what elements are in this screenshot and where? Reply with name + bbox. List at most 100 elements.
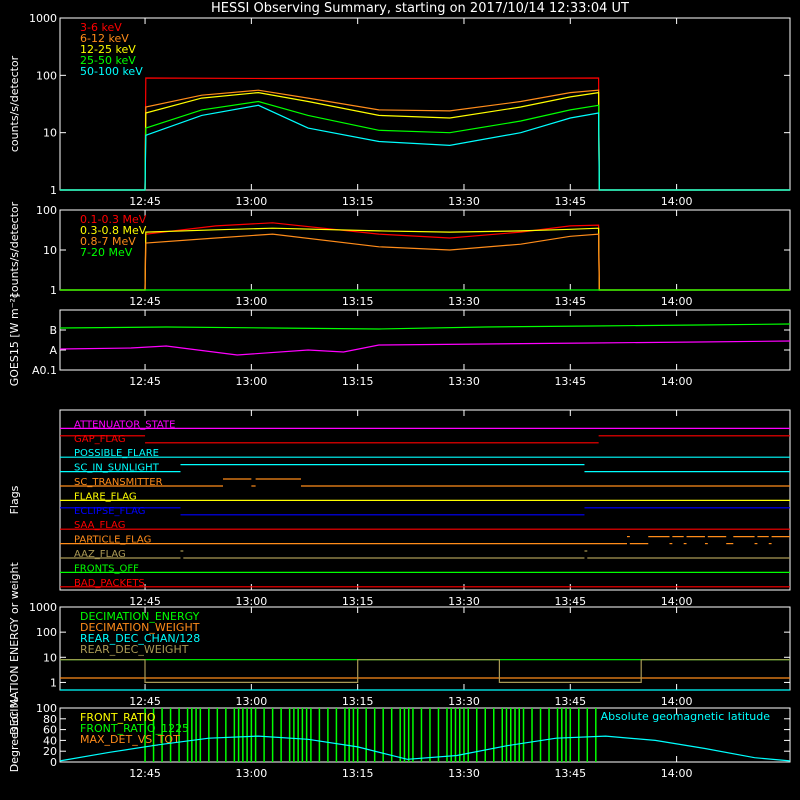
legend-entry: DECIMATION_WEIGHT — [80, 621, 200, 634]
series-line — [60, 100, 790, 191]
legend-entry: 3-6 keV — [80, 21, 122, 34]
legend-entry: 6-12 keV — [80, 32, 129, 45]
flag-label: ECLIPSE_FLAG — [74, 506, 145, 517]
chart-title: HESSI Observing Summary, starting on 201… — [211, 1, 629, 16]
y-tick-label: 60 — [43, 724, 57, 737]
x-tick-label: 13:45 — [554, 295, 586, 308]
x-tick-label: 13:30 — [448, 295, 480, 308]
series-line — [60, 659, 790, 684]
x-tick-label: 12:45 — [129, 767, 161, 780]
x-tick-label: 13:30 — [448, 767, 480, 780]
x-tick-label: 13:45 — [554, 375, 586, 388]
x-tick-label: 13:00 — [236, 375, 268, 388]
x-tick-label: 13:15 — [342, 375, 374, 388]
series-line — [60, 233, 790, 291]
y-tick-label: 10 — [43, 127, 57, 140]
y-tick-label: 1 — [50, 676, 57, 689]
series-line — [59, 323, 791, 330]
y-tick-label: 0 — [50, 756, 57, 769]
x-tick-label: 14:00 — [661, 195, 693, 208]
y-axis-label: Degrees or % — [8, 698, 21, 772]
ratio-panel: 12:45 13:00 13:15 13:30 13:45 14:000204060801… — [8, 698, 791, 780]
y-tick-label: A — [49, 344, 57, 357]
plot-frame — [59, 309, 791, 371]
x-tick-label: 13:15 — [342, 767, 374, 780]
flag-label: AAZ_FLAG — [74, 549, 126, 560]
plot-frame — [59, 17, 791, 191]
legend-entry: 0.3-0.8 MeV — [80, 224, 147, 237]
series-line — [60, 222, 790, 291]
y-axis-label: counts/s/detector — [8, 201, 21, 298]
plot-frame — [59, 707, 791, 763]
x-tick-label: 13:30 — [448, 595, 480, 608]
flag-label: BAD_PACKETS — [74, 578, 145, 589]
x-tick-label: 13:45 — [554, 195, 586, 208]
series-line — [60, 104, 790, 191]
x-tick-label: 12:45 — [129, 195, 161, 208]
legend-entry: DECIMATION_ENERGY — [80, 610, 200, 623]
x-tick-label: 13:30 — [448, 195, 480, 208]
y-tick-label: 1 — [50, 184, 57, 197]
y-tick-label: B — [49, 324, 57, 337]
x-tick-label: 12:45 — [129, 695, 161, 708]
y-tick-label: 1000 — [29, 12, 57, 25]
legend-entry: 0.8-7 MeV — [80, 235, 136, 248]
x-tick-label: 12:45 — [129, 595, 161, 608]
x-tick-label: 12:45 — [129, 375, 161, 388]
legend-entry: 50-100 keV — [80, 65, 143, 78]
y-tick-label: 100 — [36, 204, 57, 217]
x-tick-label: 13:00 — [236, 195, 268, 208]
x-tick-label: 13:00 — [236, 767, 268, 780]
y-axis-label: Flags — [8, 485, 21, 514]
series-line — [60, 227, 790, 291]
legend-entry: 12-25 keV — [80, 43, 136, 56]
x-tick-label: 13:00 — [236, 695, 268, 708]
y-axis-label: GOES15 [W m⁻²] — [8, 294, 21, 387]
series-line — [59, 340, 791, 356]
y-tick-label: 100 — [36, 626, 57, 639]
x-tick-label: 13:30 — [448, 695, 480, 708]
legend-entry: FRONT_RATIO_1225 — [80, 722, 189, 735]
x-tick-label: 14:00 — [661, 375, 693, 388]
y-tick-label: 1 — [50, 284, 57, 297]
flag-label: SAA_FLAG — [74, 520, 125, 531]
flag-label: POSSIBLE_FLARE — [74, 448, 159, 459]
flag-label: SC_IN_SUNLIGHT — [74, 463, 160, 474]
flag-label: GAP_FLAG — [74, 434, 126, 445]
series-line — [60, 91, 790, 191]
x-tick-label: 13:45 — [554, 595, 586, 608]
y-tick-label: 20 — [43, 745, 57, 758]
legend-entry: 0.1-0.3 MeV — [80, 213, 147, 226]
series-line — [60, 89, 790, 191]
x-tick-label: 13:00 — [236, 595, 268, 608]
series-line — [59, 735, 791, 762]
decimation-panel: 12:45 13:00 13:15 13:30 13:45 14:00 1 10 100 1000… — [8, 561, 791, 735]
legend-entry: FRONT_RATIO — [80, 711, 156, 724]
goes-panel: 12:45 13:00 13:15 13:30 13:45 14:00 A0.1 AB GOES… — [8, 294, 791, 388]
flag-label: SC_TRANSMITTER — [74, 477, 163, 488]
y-axis-label: counts/s/detector — [8, 55, 21, 152]
x-tick-label: 13:45 — [554, 767, 586, 780]
x-tick-label: 14:00 — [661, 695, 693, 708]
y-tick-label: 80 — [43, 713, 57, 726]
y-tick-label: 40 — [43, 734, 57, 747]
x-tick-label: 13:00 — [236, 295, 268, 308]
flags-panel: 12:45 13:00 13:15 13:30 13:45 14:00 Flags ATTEN… — [8, 409, 791, 608]
y-axis-label: DECIMATION ENERGY or weight — [8, 561, 21, 734]
flag-label: ATTENUATOR_STATE — [74, 419, 175, 430]
legend-entry: MAX_DET_VS_TOT — [80, 733, 180, 746]
y-tick-label: 10 — [43, 651, 57, 664]
flag-label: PARTICLE_FLAG — [74, 535, 151, 546]
right-label: Absolute geomagnetic latitude — [601, 710, 771, 723]
legend-entry: 7-20 MeV — [80, 246, 133, 259]
legend-entry: 25-50 keV — [80, 54, 136, 67]
x-tick-label: 14:00 — [661, 295, 693, 308]
y-tick-label: A0.1 — [32, 364, 57, 377]
y-tick-label: 1000 — [29, 601, 57, 614]
x-tick-label: 13:45 — [554, 695, 586, 708]
y-tick-label: 100 — [36, 702, 57, 715]
x-tick-label: 13:15 — [342, 695, 374, 708]
plot-frame — [59, 209, 791, 291]
low_energy-panel: 12:45 13:00 13:15 13:30 13:45 14:00 1 10 100 1000… — [8, 12, 791, 208]
